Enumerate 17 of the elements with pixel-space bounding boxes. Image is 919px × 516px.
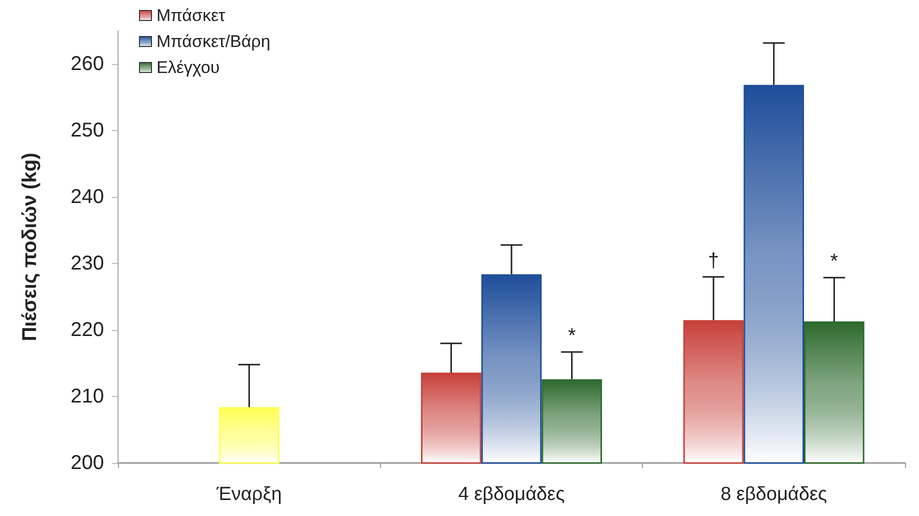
data-label: * [568,325,576,348]
data-label: * [830,250,838,273]
y-tick-label: 220 [70,319,104,342]
y-tick-label: 200 [70,452,104,474]
legend-label: Ελέγχου [156,58,220,77]
x-tick-label: Έναρξη [216,484,282,505]
y-axis-title: Πιέσεις ποδιών (kg) [19,152,41,342]
x-tick-label: 8 εβδομάδες [720,484,828,505]
y-tick-label: 260 [70,53,104,76]
data-label: † [708,250,720,272]
y-tick-label: 250 [70,120,104,142]
y-tick-label: 240 [70,186,104,208]
y-tick-label: 230 [70,252,104,275]
y-tick-label: 210 [70,386,104,408]
legend-label: Μπάσκετ [156,6,226,25]
x-tick-label: 4 εβδομάδες [458,484,565,505]
legend-label: Μπάσκετ/Βάρη [156,32,270,51]
